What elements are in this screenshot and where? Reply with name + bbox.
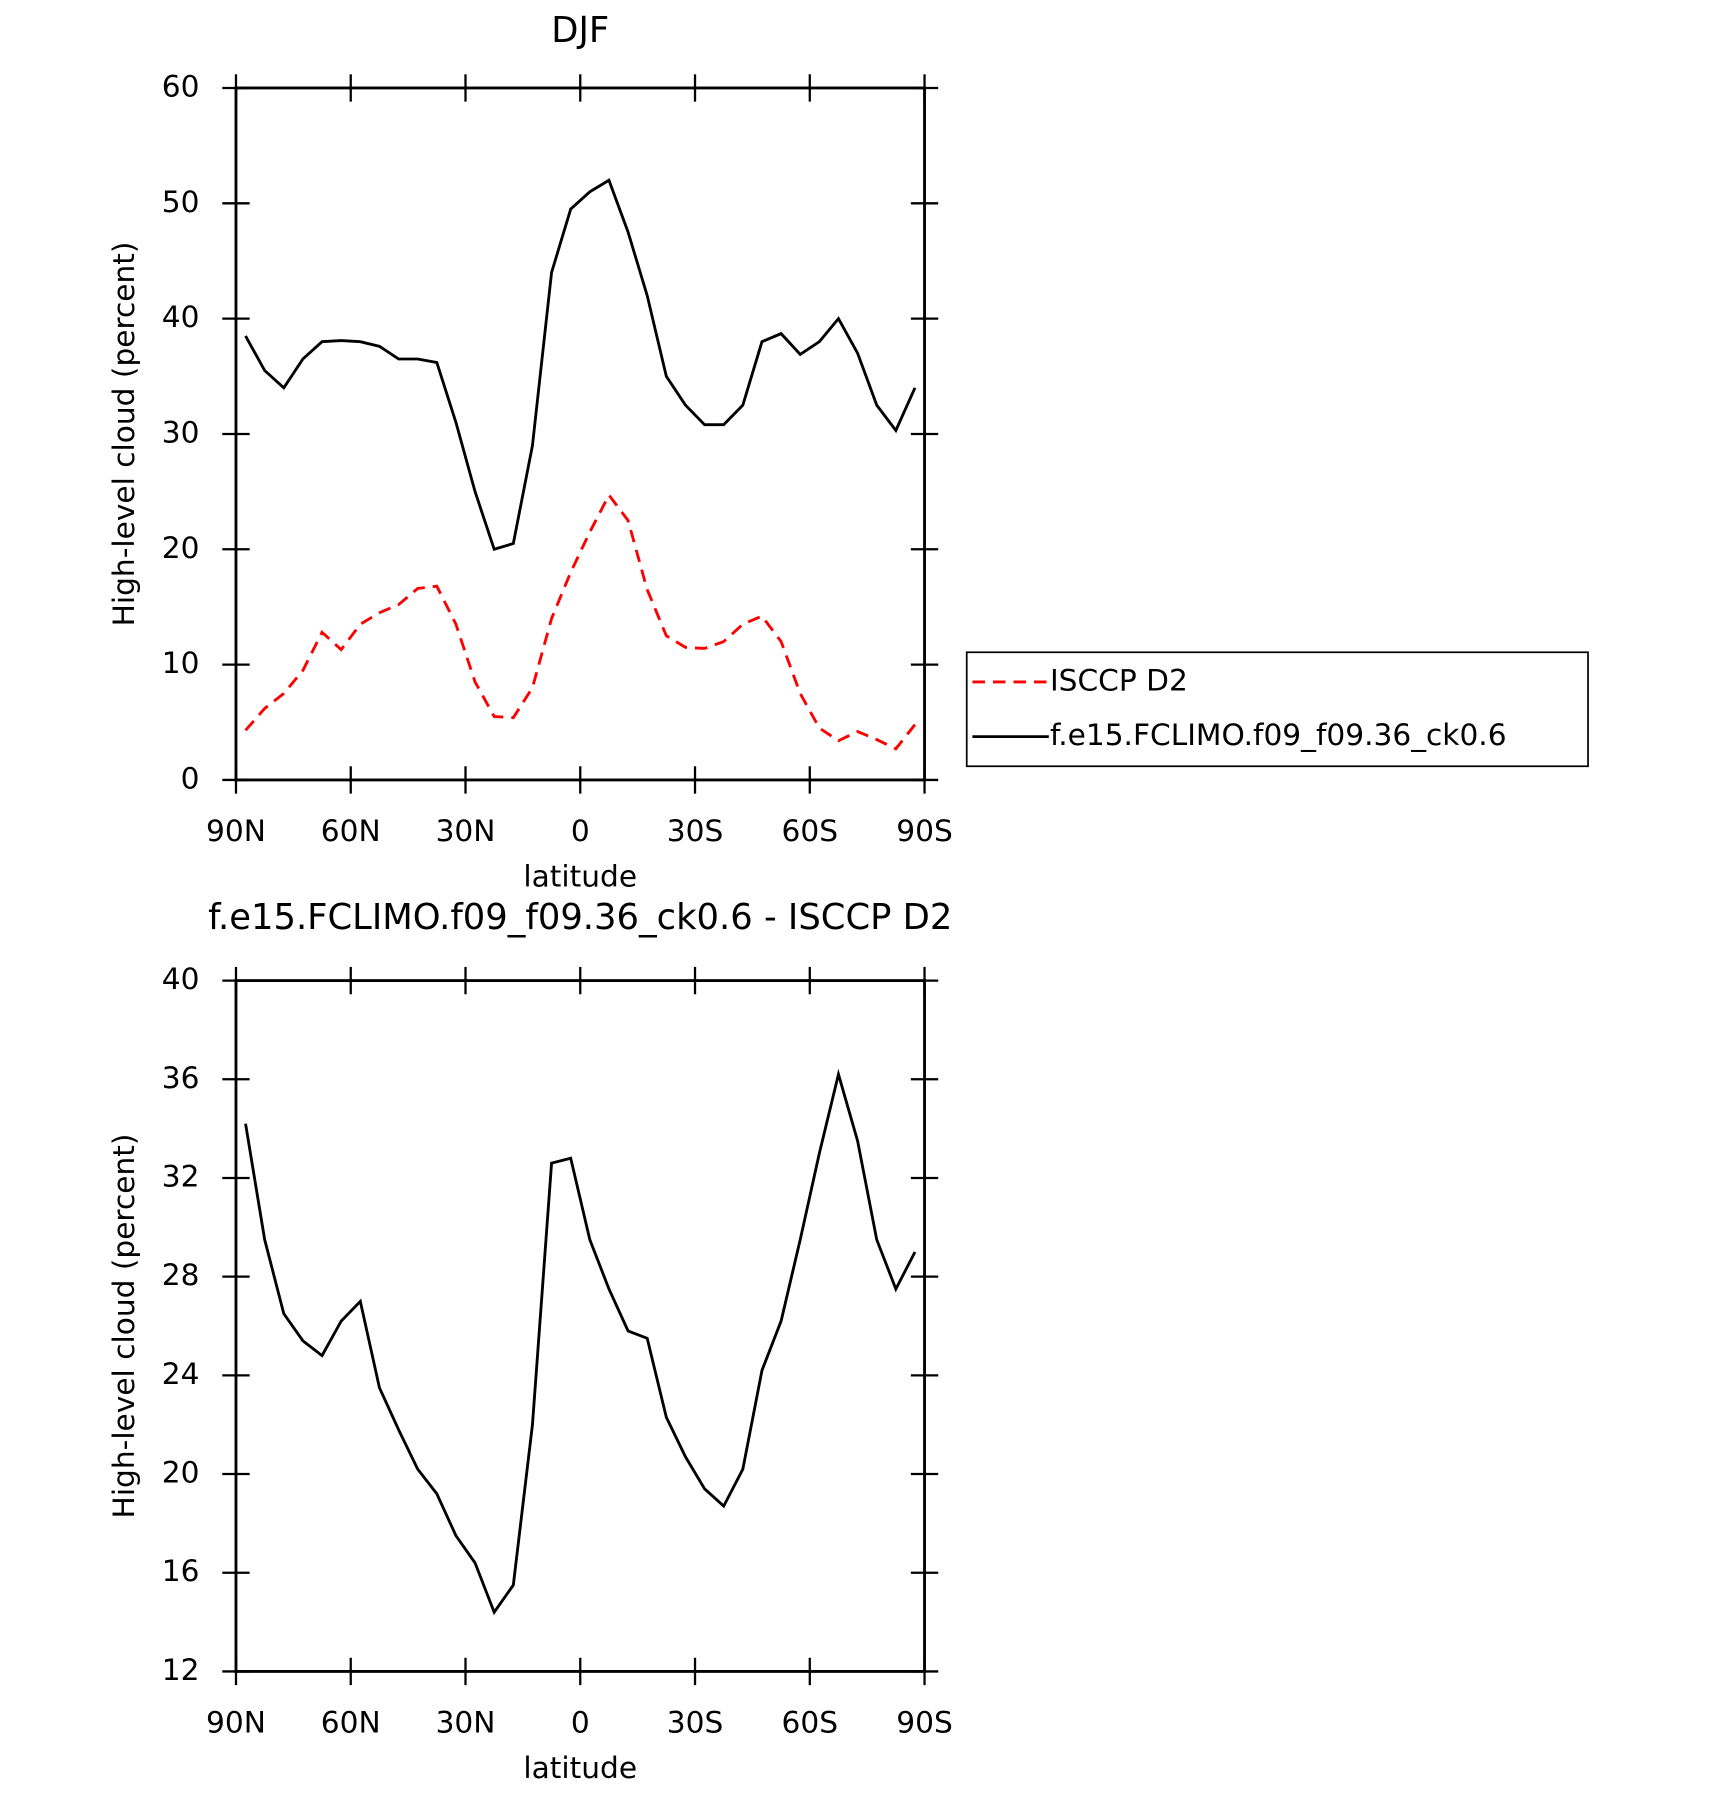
chart-title: DJF (551, 10, 609, 51)
y-axis-label: High-level cloud (percent) (106, 1134, 141, 1519)
y-tick-label: 30 (162, 414, 200, 449)
x-axis-label: latitude (523, 1750, 637, 1785)
y-tick-label: 40 (162, 299, 200, 334)
series-line (244, 178, 917, 552)
x-tick-label: 90S (896, 1704, 953, 1739)
y-tick-label: 16 (162, 1553, 200, 1588)
x-tick-label: 90N (206, 813, 266, 848)
y-tick-label: 32 (162, 1158, 200, 1193)
y-tick-label: 50 (162, 184, 200, 219)
y-tick-label: 36 (162, 1060, 200, 1095)
x-tick-label: 60S (782, 813, 839, 848)
x-tick-label: 60S (782, 1704, 839, 1739)
plot-frame (234, 86, 926, 782)
legend-label: f.e15.FCLIMO.f09_f09.36_ck0.6 (1050, 717, 1507, 752)
x-tick-label: 30N (436, 1704, 496, 1739)
y-tick-label: 28 (162, 1257, 200, 1292)
legend: ISCCP D2 f.e15.FCLIMO.f09_f09.36_ck0.6 (965, 651, 1589, 768)
chart-title: f.e15.FCLIMO.f09_f09.36_ck0.6 - ISCCP D2 (208, 897, 952, 938)
legend-label: ISCCP D2 (1050, 662, 1188, 697)
y-tick-label: 24 (162, 1356, 200, 1391)
x-tick-label: 30S (667, 1704, 724, 1739)
y-tick-label: 10 (162, 645, 200, 680)
x-tick-label: 0 (571, 813, 590, 848)
y-tick-label: 12 (162, 1652, 200, 1687)
series-line (244, 1068, 917, 1616)
y-tick-label: 20 (162, 1455, 200, 1490)
x-tick-label: 60N (321, 1704, 381, 1739)
x-tick-label: 90S (896, 813, 953, 848)
x-tick-label: 30S (667, 813, 724, 848)
series-line (244, 492, 917, 751)
x-axis-label: latitude (523, 858, 637, 893)
legend-box (965, 651, 1589, 768)
y-tick-label: 40 (162, 961, 200, 996)
x-tick-label: 60N (321, 813, 381, 848)
x-tick-label: 90N (206, 1704, 266, 1739)
y-tick-label: 20 (162, 530, 200, 565)
x-tick-label: 0 (571, 1704, 590, 1739)
y-tick-label: 60 (162, 68, 200, 103)
y-axis-label: High-level cloud (percent) (106, 242, 141, 627)
y-tick-label: 0 (181, 760, 200, 795)
x-tick-label: 30N (436, 813, 496, 848)
